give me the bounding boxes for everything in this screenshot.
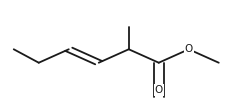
Text: O: O	[154, 85, 163, 95]
Text: O: O	[184, 44, 193, 54]
